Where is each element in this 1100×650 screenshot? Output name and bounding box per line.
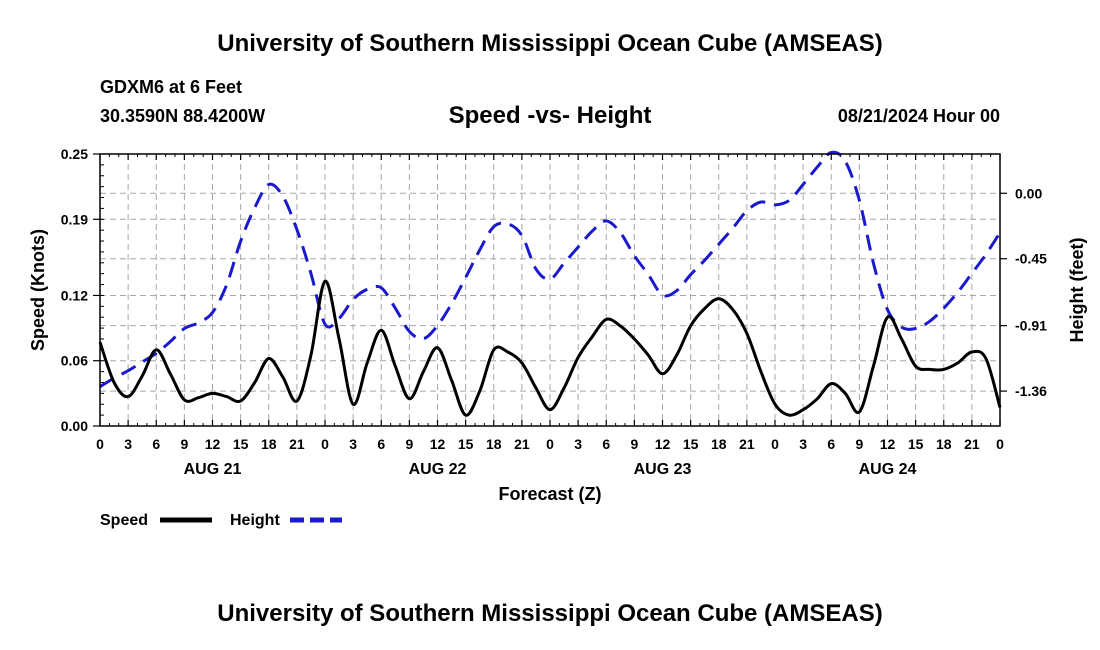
station-label: GDXM6 at 6 Feet <box>100 77 243 97</box>
x-tick-label: 21 <box>289 436 305 452</box>
x-tick-label: 12 <box>655 436 671 452</box>
x-tick-label: 0 <box>771 436 779 452</box>
y-tick-label: 0.25 <box>61 146 88 162</box>
coordinates-label: 30.3590N 88.4200W <box>100 106 266 126</box>
x-tick-label: 0 <box>96 436 104 452</box>
height-line <box>99 150 1002 388</box>
y2-axis-title: Height (feet) <box>1067 238 1087 343</box>
y-tick-label: 0.12 <box>61 287 88 303</box>
x-tick-label: 21 <box>964 436 980 452</box>
date-label: AUG 21 <box>184 461 242 478</box>
x-tick-label: 9 <box>630 436 638 452</box>
run-time-label: 08/21/2024 Hour 00 <box>837 106 1000 126</box>
x-tick-label: 15 <box>233 436 249 452</box>
date-label: AUG 23 <box>634 461 692 478</box>
x-tick-label: 18 <box>261 436 277 452</box>
x-tick-label: 3 <box>124 436 132 452</box>
x-tick-label: 0 <box>996 436 1004 452</box>
y2-tick-label: -1.36 <box>1015 383 1047 399</box>
y-axis-title: Speed (Knots) <box>28 229 48 351</box>
x-tick-label: 3 <box>349 436 357 452</box>
y2-tick-label: -0.45 <box>1015 251 1047 267</box>
x-tick-label: 21 <box>739 436 755 452</box>
legend: Speed Height <box>100 512 342 529</box>
date-label: AUG 22 <box>409 461 467 478</box>
x-tick-label: 6 <box>602 436 610 452</box>
x-tick-label: 12 <box>880 436 896 452</box>
x-tick-label: 9 <box>180 436 188 452</box>
legend-height-label: Height <box>230 512 280 529</box>
grid-lines <box>100 154 1000 426</box>
chart-title: University of Southern Mississippi Ocean… <box>217 30 883 57</box>
speed-line <box>98 279 1002 417</box>
x-tick-label: 9 <box>405 436 413 452</box>
y-tick-label: 0.19 <box>61 211 88 227</box>
chart-subtitle: Speed -vs- Height <box>448 102 652 129</box>
footer-title: University of Southern Mississippi Ocean… <box>217 600 883 627</box>
x-tick-label: 18 <box>486 436 502 452</box>
x-tick-label: 21 <box>514 436 530 452</box>
y2-tick-label: 0.00 <box>1015 185 1042 201</box>
x-tick-label: 15 <box>458 436 474 452</box>
x-tick-label: 6 <box>827 436 835 452</box>
y-tick-label: 0.06 <box>61 353 88 369</box>
x-tick-label: 0 <box>321 436 329 452</box>
date-label: AUG 24 <box>859 461 917 478</box>
x-tick-label: 15 <box>908 436 924 452</box>
y2-tick-label: -0.91 <box>1015 318 1047 334</box>
x-tick-label: 3 <box>574 436 582 452</box>
x-tick-label: 6 <box>152 436 160 452</box>
x-tick-label: 15 <box>683 436 699 452</box>
x-tick-label: 3 <box>799 436 807 452</box>
x-tick-label: 9 <box>855 436 863 452</box>
legend-speed-label: Speed <box>100 512 148 529</box>
x-tick-label: 12 <box>205 436 221 452</box>
x-tick-label: 0 <box>546 436 554 452</box>
x-tick-label: 12 <box>430 436 446 452</box>
data-series <box>98 150 1002 417</box>
plot-frame <box>99 153 1001 427</box>
axis-labels: 0 3 6 9 12 15 18 21 0 3 6 9 12 15 18 21 0 3 6 9 12 15 18 21 0 3 6 9… <box>28 146 1087 504</box>
x-axis-title: Forecast (Z) <box>498 484 601 504</box>
x-tick-label: 18 <box>711 436 727 452</box>
y-tick-label: 0.00 <box>61 418 88 434</box>
x-tick-label: 6 <box>377 436 385 452</box>
x-tick-label: 18 <box>936 436 952 452</box>
